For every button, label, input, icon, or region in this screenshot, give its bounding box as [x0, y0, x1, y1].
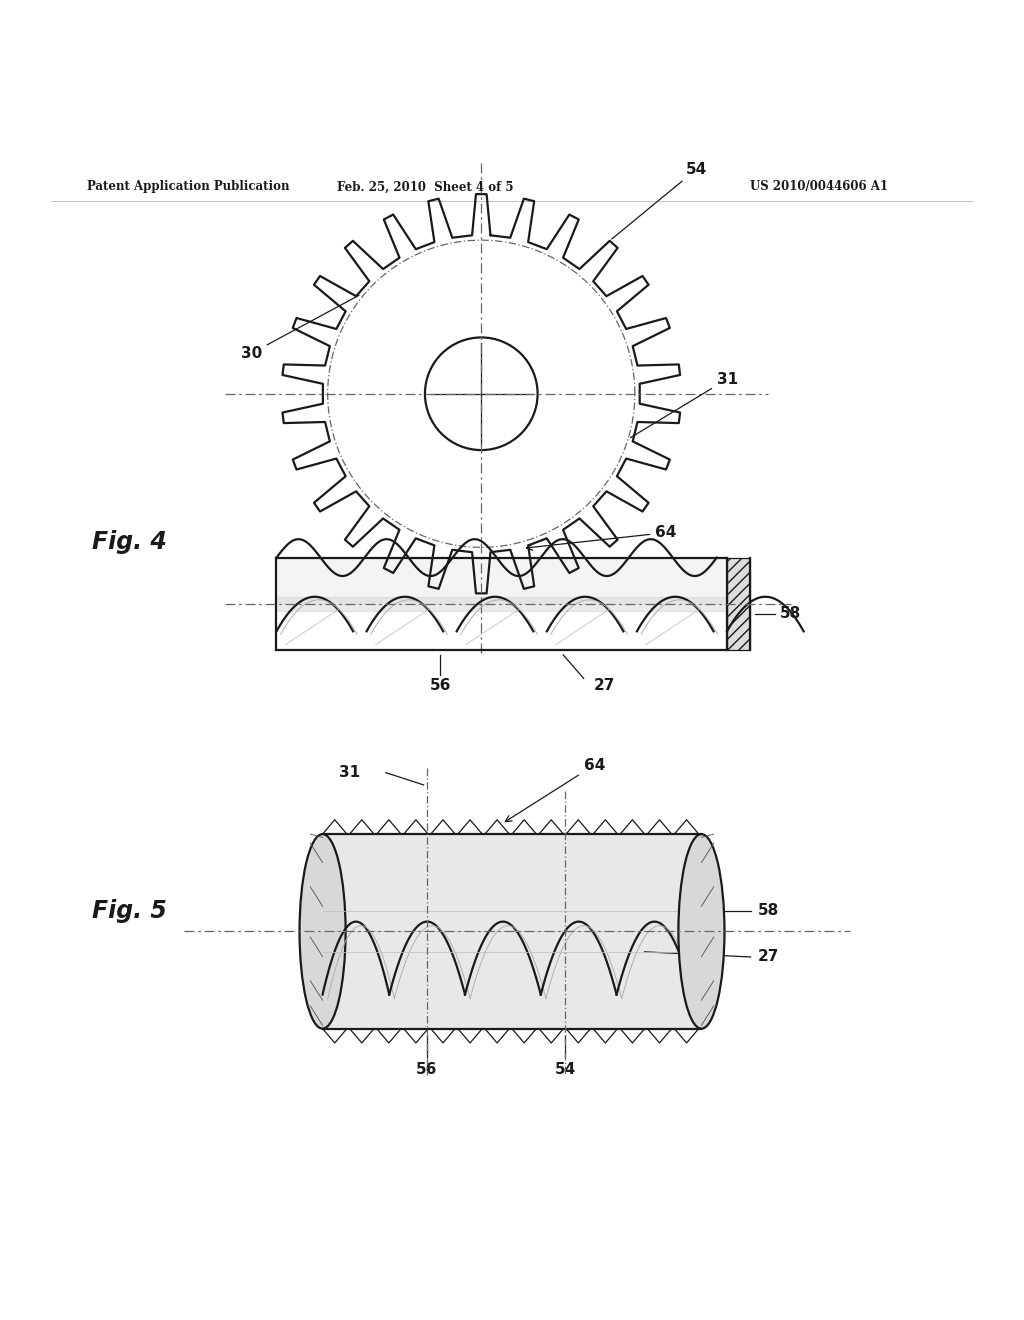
Text: Feb. 25, 2010  Sheet 4 of 5: Feb. 25, 2010 Sheet 4 of 5 — [337, 181, 513, 194]
Text: Patent Application Publication: Patent Application Publication — [87, 181, 290, 194]
Text: 54: 54 — [611, 161, 708, 239]
Text: 31: 31 — [631, 371, 738, 438]
Text: Fig. 5: Fig. 5 — [92, 899, 167, 923]
Text: 64: 64 — [526, 525, 677, 550]
Text: 54: 54 — [554, 1063, 575, 1077]
Text: 31: 31 — [339, 766, 360, 780]
Text: US 2010/0044606 A1: US 2010/0044606 A1 — [751, 181, 888, 194]
FancyBboxPatch shape — [323, 834, 701, 1028]
Text: 27: 27 — [594, 678, 614, 693]
Text: 64: 64 — [505, 758, 605, 821]
Text: 58: 58 — [780, 606, 802, 622]
Ellipse shape — [299, 834, 346, 1028]
Text: 56: 56 — [430, 678, 451, 693]
Bar — [727, 557, 750, 649]
Text: 58: 58 — [758, 903, 779, 919]
Text: 56: 56 — [416, 1063, 437, 1077]
Text: 30: 30 — [241, 296, 359, 360]
Ellipse shape — [679, 834, 725, 1028]
Text: 27: 27 — [758, 949, 779, 965]
Text: Fig. 4: Fig. 4 — [92, 531, 167, 554]
